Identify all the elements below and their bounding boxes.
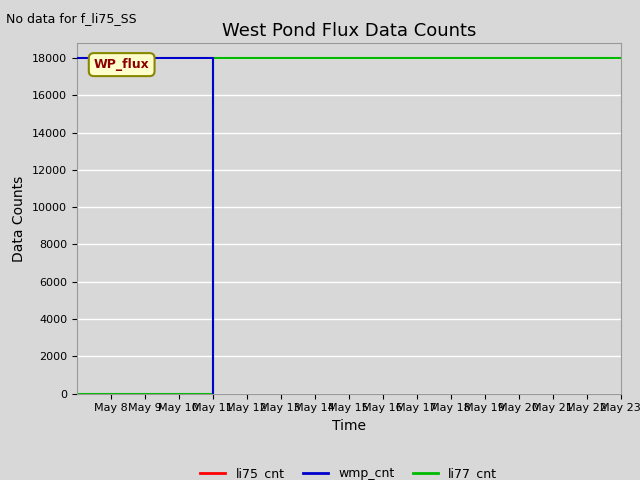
Y-axis label: Data Counts: Data Counts	[12, 175, 26, 262]
li77_cnt	[209, 55, 216, 61]
Title: West Pond Flux Data Counts: West Pond Flux Data Counts	[221, 22, 476, 40]
Text: No data for f_li75_SS: No data for f_li75_SS	[6, 12, 137, 25]
li77_cnt	[73, 391, 81, 396]
Line: wmp_cnt: wmp_cnt	[77, 58, 212, 394]
wmp_cnt	[209, 55, 216, 61]
li77_cnt	[209, 391, 216, 396]
wmp_cnt	[73, 55, 81, 61]
wmp_cnt	[209, 391, 216, 396]
Line: li77_cnt: li77_cnt	[77, 58, 621, 394]
X-axis label: Time: Time	[332, 419, 366, 433]
Text: WP_flux: WP_flux	[94, 58, 150, 71]
li77_cnt	[617, 55, 625, 61]
Legend: li75_cnt, wmp_cnt, li77_cnt: li75_cnt, wmp_cnt, li77_cnt	[195, 462, 502, 480]
